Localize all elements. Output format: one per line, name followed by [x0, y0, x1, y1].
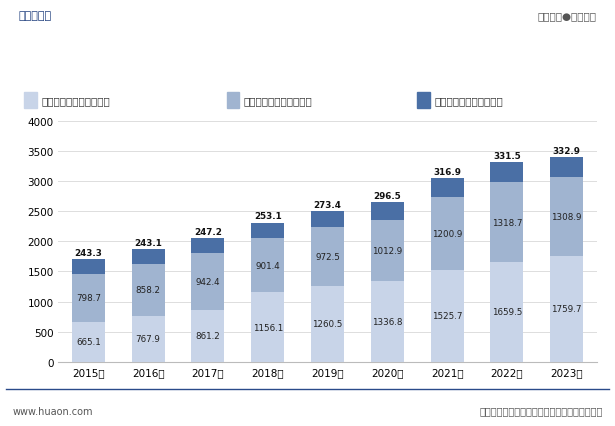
- Text: 1525.7: 1525.7: [432, 312, 462, 321]
- Text: 798.7: 798.7: [76, 294, 101, 302]
- Bar: [311, 211, 344, 228]
- Bar: [490, 262, 523, 362]
- Text: 901.4: 901.4: [255, 261, 280, 270]
- Text: 861.2: 861.2: [196, 332, 220, 341]
- Bar: [252, 238, 284, 293]
- Bar: [430, 179, 464, 198]
- Bar: [550, 178, 583, 256]
- Bar: [550, 256, 583, 362]
- Bar: [24, 93, 37, 109]
- Text: 专业严谨●客观科学: 专业严谨●客观科学: [538, 11, 597, 21]
- Bar: [132, 264, 165, 316]
- Text: 1260.5: 1260.5: [312, 320, 343, 329]
- Bar: [311, 228, 344, 286]
- Text: 第二产业增加值（亿元）: 第二产业增加值（亿元）: [244, 96, 312, 106]
- Bar: [132, 316, 165, 362]
- Bar: [72, 259, 105, 274]
- Bar: [418, 93, 430, 109]
- Text: 296.5: 296.5: [373, 192, 401, 201]
- Text: 1200.9: 1200.9: [432, 230, 462, 239]
- Bar: [371, 282, 403, 362]
- Text: 942.4: 942.4: [196, 277, 220, 286]
- Text: 2015-2023年上饶市第一、第二及第三产业增加值: 2015-2023年上饶市第一、第二及第三产业增加值: [167, 49, 448, 68]
- Bar: [191, 310, 224, 362]
- Bar: [550, 158, 583, 178]
- Text: 1336.8: 1336.8: [372, 317, 403, 326]
- Bar: [371, 203, 403, 221]
- Bar: [490, 183, 523, 262]
- Text: 858.2: 858.2: [136, 285, 161, 294]
- Text: 1012.9: 1012.9: [372, 247, 402, 256]
- Bar: [72, 274, 105, 322]
- Text: 1156.1: 1156.1: [253, 323, 283, 332]
- Bar: [371, 221, 403, 282]
- Bar: [132, 250, 165, 264]
- Text: 247.2: 247.2: [194, 227, 222, 236]
- Bar: [191, 253, 224, 310]
- Text: 1308.9: 1308.9: [552, 212, 582, 222]
- Text: 243.3: 243.3: [74, 248, 102, 257]
- Text: 972.5: 972.5: [315, 253, 340, 262]
- Bar: [252, 223, 284, 238]
- Text: 第三产业增加值（亿元）: 第三产业增加值（亿元）: [42, 96, 110, 106]
- Text: 316.9: 316.9: [433, 168, 461, 177]
- Bar: [430, 198, 464, 270]
- Text: 243.1: 243.1: [134, 239, 162, 248]
- Text: 华经情报网: 华经情报网: [18, 11, 52, 21]
- Text: 665.1: 665.1: [76, 337, 101, 347]
- Bar: [490, 163, 523, 183]
- Bar: [72, 322, 105, 362]
- Text: 1659.5: 1659.5: [491, 308, 522, 317]
- Text: 273.4: 273.4: [314, 200, 341, 209]
- Text: www.huaon.com: www.huaon.com: [12, 406, 93, 416]
- Text: 1318.7: 1318.7: [491, 218, 522, 227]
- Text: 767.9: 767.9: [136, 334, 161, 343]
- Bar: [430, 270, 464, 362]
- Text: 332.9: 332.9: [553, 147, 581, 155]
- Bar: [191, 239, 224, 253]
- Bar: [252, 293, 284, 362]
- Text: 数据来源：江西省统计局；华经产业研究院整理: 数据来源：江西省统计局；华经产业研究院整理: [479, 406, 603, 416]
- Text: 1759.7: 1759.7: [552, 305, 582, 314]
- Text: 331.5: 331.5: [493, 152, 521, 161]
- Text: 第一产业增加值（亿元）: 第一产业增加值（亿元）: [435, 96, 504, 106]
- Bar: [311, 286, 344, 362]
- Bar: [226, 93, 239, 109]
- Text: 253.1: 253.1: [254, 212, 282, 221]
